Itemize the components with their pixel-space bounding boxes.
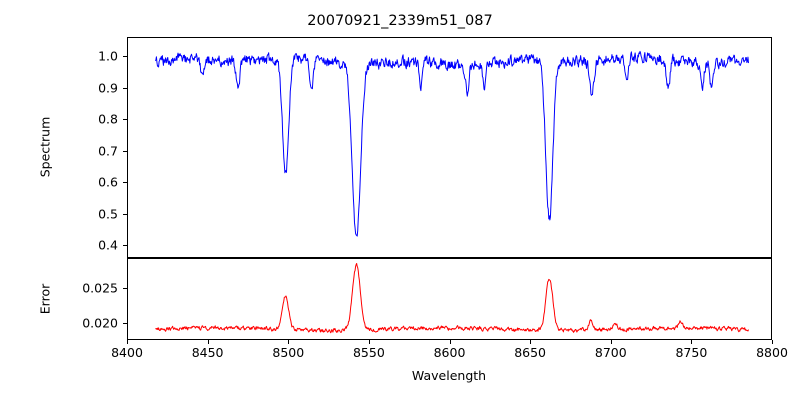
x-tick-mark: [610, 340, 612, 344]
x-tick-mark: [127, 340, 129, 344]
x-tick-label: 8650: [514, 345, 546, 360]
y-tick-mark-spectrum: [123, 182, 127, 184]
y-tick-label-spectrum: 0.4: [98, 237, 118, 253]
y-tick-label-spectrum: 0.8: [98, 111, 118, 127]
y-tick-mark-spectrum: [123, 87, 127, 89]
error-series: [128, 259, 771, 339]
y-axis-label-error: Error: [37, 283, 53, 315]
y-tick-mark-spectrum: [123, 55, 127, 57]
x-tick-label: 8400: [111, 345, 143, 360]
y-tick-label-spectrum: 0.7: [98, 143, 118, 159]
x-tick-mark: [288, 340, 290, 344]
y-tick-label-spectrum: 0.9: [98, 80, 118, 95]
y-tick-mark-spectrum: [123, 150, 127, 152]
x-tick-mark: [449, 340, 451, 344]
x-tick-label: 8800: [756, 345, 788, 360]
x-tick-label: 8500: [272, 345, 305, 360]
y-tick-mark-error: [123, 287, 127, 289]
y-tick-mark-error: [123, 322, 127, 324]
spectrum-series: [128, 38, 771, 257]
error-plot-area: [127, 258, 772, 340]
x-tick-mark: [772, 340, 774, 344]
y-tick-label-spectrum: 0.5: [98, 206, 118, 222]
y-tick-mark-spectrum: [123, 213, 127, 215]
y-tick-label-spectrum: 1.0: [98, 48, 118, 64]
x-tick-mark: [207, 340, 209, 344]
spectrum-plot-area: [127, 37, 772, 258]
y-tick-label-error: 0.025: [82, 280, 118, 296]
y-tick-mark-spectrum: [123, 245, 127, 247]
x-tick-mark: [530, 340, 532, 344]
chart-title: 20070921_2339m51_087: [307, 13, 493, 29]
y-tick-label-spectrum: 0.6: [98, 174, 118, 190]
x-tick-label: 8450: [191, 345, 224, 360]
x-axis-label: Wavelength: [411, 368, 487, 383]
x-tick-label: 8550: [352, 345, 385, 360]
x-tick-mark: [368, 340, 370, 344]
y-axis-label-spectrum: Spectrum: [37, 116, 53, 178]
x-tick-label: 8600: [433, 345, 466, 360]
x-tick-label: 8700: [594, 345, 627, 360]
y-tick-label-error: 0.020: [82, 315, 118, 331]
x-tick-mark: [691, 340, 693, 344]
y-tick-mark-spectrum: [123, 119, 127, 121]
x-tick-label: 8750: [675, 345, 708, 360]
